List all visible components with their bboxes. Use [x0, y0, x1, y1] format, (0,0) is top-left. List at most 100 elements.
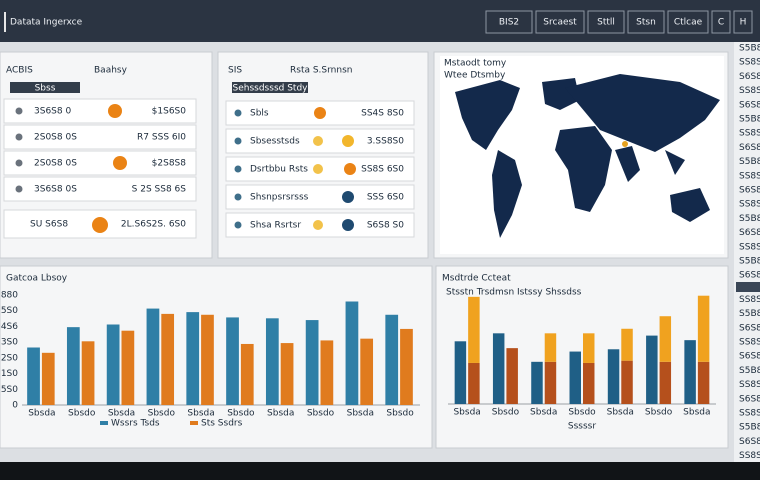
sidebar-item[interactable]: SS8S: [739, 242, 760, 252]
row-value: SSS 6S0: [367, 193, 404, 203]
sidebar-item[interactable]: S6S8: [739, 186, 760, 196]
row: [3, 98, 197, 124]
x-tick-label: Sbsdo: [148, 409, 176, 419]
map-title: Mstaodt tomy: [444, 59, 507, 69]
bar-segment: [468, 296, 480, 363]
bar-segment: [697, 361, 710, 404]
row-value: S 2S SS8 6S: [132, 185, 187, 195]
sidebar-item[interactable]: S6S8: [739, 323, 760, 333]
row-icon: [113, 156, 127, 170]
sidebar-item[interactable]: S6S8: [739, 352, 760, 362]
bar: [265, 318, 279, 405]
nav-button-label[interactable]: H: [740, 18, 747, 28]
tag-label: Sehssdsssd Stdy: [233, 84, 309, 94]
sidebar-item[interactable]: SS8S: [739, 200, 760, 210]
row-dot: [234, 221, 242, 229]
sidebar-item[interactable]: S6S8: [739, 100, 760, 110]
bar: [146, 308, 160, 405]
nav-button-label[interactable]: Sttll: [597, 18, 615, 28]
sidebar-block: [736, 282, 760, 292]
row-dot: [15, 107, 23, 115]
panel: [0, 265, 433, 449]
sidebar-item[interactable]: SS8S: [739, 171, 760, 181]
row-icon: [342, 219, 354, 231]
bar-segment: [468, 362, 480, 404]
x-tick-label: Sbsdo: [645, 408, 673, 418]
sidebar-item[interactable]: SS8S: [739, 129, 760, 139]
x-tick-label: Sbsdo: [307, 409, 335, 419]
sidebar-item[interactable]: S5B8: [739, 157, 760, 167]
row-value: R7 SSS 6I0: [137, 133, 186, 143]
panel-subtitle: Rsta S.Srnnsn: [290, 66, 352, 76]
panel-title: SIS: [228, 66, 242, 76]
bar: [360, 338, 374, 405]
sidebar-item[interactable]: S5B8: [739, 309, 760, 319]
sidebar-item[interactable]: SS8S: [739, 409, 760, 419]
x-tick-label: Sbsda: [28, 409, 55, 419]
row-dot: [234, 137, 242, 145]
bar: [161, 313, 175, 405]
nav-button-label[interactable]: BIS2: [499, 18, 519, 28]
row-dot: [234, 193, 242, 201]
sidebar-item[interactable]: SS8S: [739, 295, 760, 305]
row: [225, 184, 415, 210]
x-tick-label: Sbsda: [607, 408, 634, 418]
row: [3, 176, 197, 202]
x-tick-label: Sbsdo: [568, 408, 596, 418]
bar: [646, 335, 658, 404]
row-label: 3S6S8 0S: [34, 185, 77, 195]
sidebar-item[interactable]: S5B8: [739, 115, 760, 125]
sidebar-item[interactable]: S6S8: [739, 72, 760, 82]
row-value: SS4S 8S0: [361, 109, 404, 119]
nav-button[interactable]: [711, 10, 731, 34]
sidebar-item[interactable]: S6S8: [739, 143, 760, 153]
sidebar-item[interactable]: S6S8: [739, 271, 760, 281]
sidebar-item[interactable]: S5B8: [739, 44, 760, 54]
nav-button-label[interactable]: Stsn: [636, 18, 656, 28]
chart-title: Msdtrde Ccteat: [442, 274, 511, 284]
bar-segment: [544, 361, 557, 404]
x-tick-label: Sbsda: [347, 409, 374, 419]
bar: [607, 349, 620, 404]
y-axis-label: 2S0: [1, 353, 18, 363]
sidebar-item[interactable]: SS8S: [739, 58, 760, 68]
nav-button[interactable]: [587, 10, 625, 34]
bar: [345, 301, 359, 405]
bar-segment: [544, 333, 557, 362]
sidebar-item[interactable]: S5B8: [739, 214, 760, 224]
nav-button[interactable]: [485, 10, 533, 34]
nav-button-label[interactable]: C: [718, 18, 724, 28]
nav-button[interactable]: [627, 10, 665, 34]
sidebar-item[interactable]: S6S8: [739, 228, 760, 238]
sidebar-item[interactable]: SS8S: [739, 86, 760, 96]
nav-button[interactable]: [535, 10, 585, 34]
y-axis-label: 0: [12, 401, 18, 411]
nav-button[interactable]: [733, 10, 753, 34]
row-dot: [15, 185, 23, 193]
y-axis-label: 1S0: [1, 369, 18, 379]
bar: [305, 320, 319, 405]
row-label: Shsa Rsrtsr: [250, 221, 301, 231]
bar: [492, 333, 505, 404]
sidebar-item[interactable]: S6S8: [739, 437, 760, 447]
bar: [81, 341, 95, 405]
sidebar-item[interactable]: SS8S: [739, 338, 760, 348]
nav-button-label[interactable]: Ctlcae: [674, 18, 703, 28]
taskbar: [0, 462, 760, 480]
sidebar-item[interactable]: S5B8: [739, 423, 760, 433]
bar-segment: [659, 316, 672, 362]
y-axis-label: 4S6: [1, 322, 18, 332]
sidebar-item[interactable]: SS8S: [739, 451, 760, 461]
row: [3, 150, 197, 176]
tag-label: Sbss: [35, 84, 56, 94]
row-value: $2S8S8: [152, 159, 187, 169]
y-axis-label: 5S0: [1, 385, 18, 395]
bar-segment: [659, 361, 672, 404]
sidebar-item[interactable]: SS8S: [739, 380, 760, 390]
sidebar-item[interactable]: S5B8: [739, 257, 760, 267]
nav-button[interactable]: [667, 10, 709, 34]
bar: [531, 361, 543, 404]
sidebar-item[interactable]: S6S8: [739, 394, 760, 404]
sidebar-item[interactable]: S5B8: [739, 366, 760, 376]
nav-button-label[interactable]: Srcaest: [543, 18, 577, 28]
